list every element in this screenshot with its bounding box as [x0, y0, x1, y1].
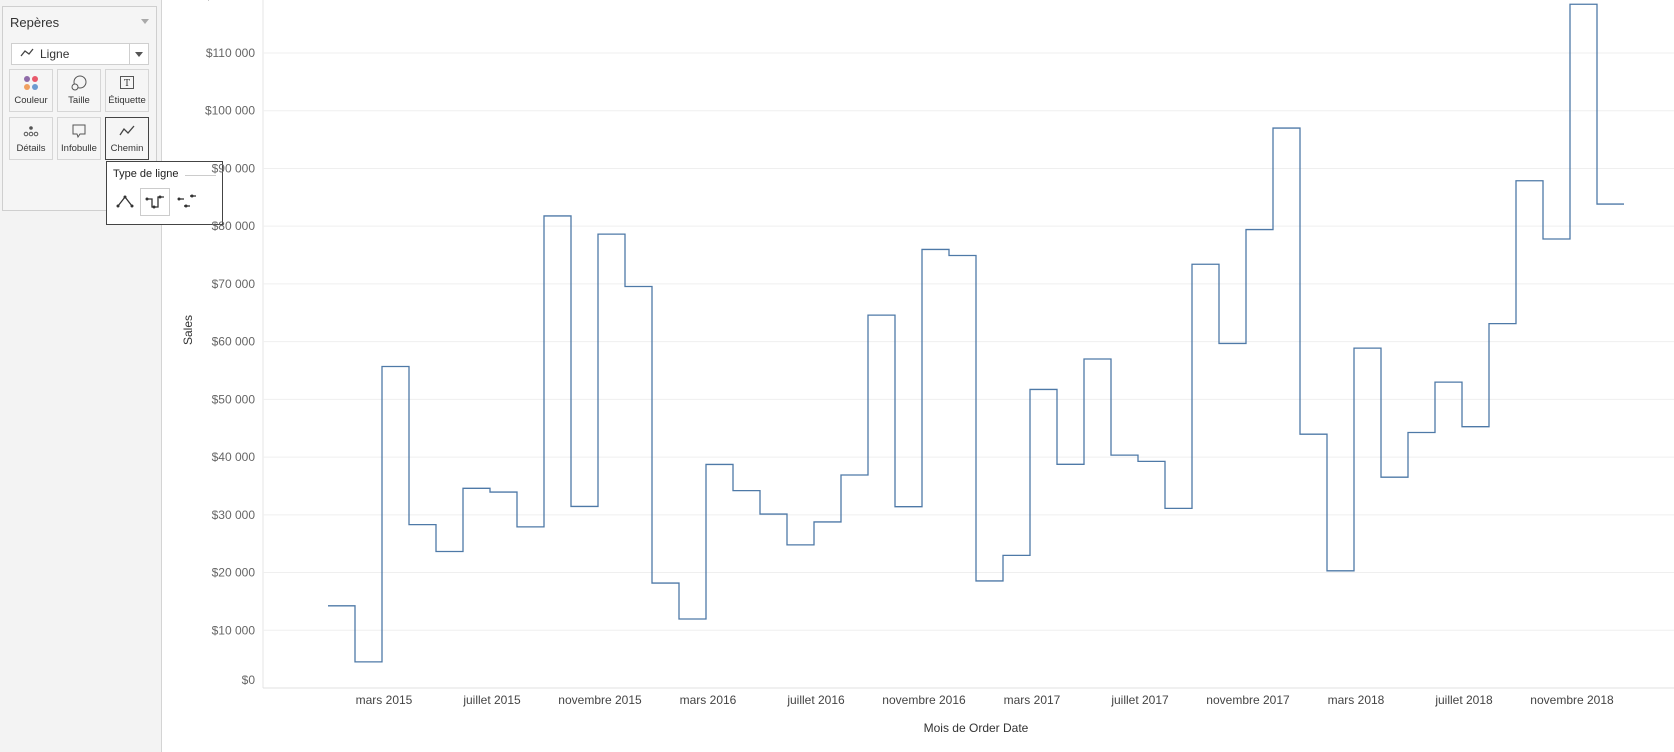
label-button[interactable]: T Étiquette: [105, 69, 149, 112]
color-button[interactable]: Couleur: [9, 69, 53, 112]
color-label: Couleur: [14, 95, 48, 106]
path-icon: [106, 123, 148, 139]
x-tick-label: novembre 2018: [1530, 693, 1614, 707]
path-label: Chemin: [110, 143, 144, 154]
detail-label: Détails: [16, 143, 46, 154]
tooltip-icon: [58, 123, 100, 139]
y-tick-label: $120 000: [205, 0, 255, 2]
y-tick-label: $60 000: [212, 335, 256, 349]
x-tick-label: juillet 2015: [462, 693, 521, 707]
marks-panel: Repères Ligne Couleur Taille T Étiquette…: [0, 0, 223, 752]
y-axis-title: Sales: [181, 315, 195, 345]
tooltip-label: Infobulle: [61, 143, 97, 154]
x-tick-label: juillet 2016: [786, 693, 845, 707]
x-tick-label: mars 2017: [1004, 693, 1061, 707]
jump-line-icon: [177, 194, 196, 208]
step-line-option[interactable]: [140, 188, 170, 216]
marks-card-title: Repères: [10, 15, 60, 30]
sales-step-chart: $0 $10 000 $20 000 $30 000 $40 000 $50 000 $60…: [181, 0, 1674, 735]
y-tick-label: $10 000: [212, 623, 256, 637]
x-tick-label: juillet 2017: [1110, 693, 1169, 707]
y-tick-label: $70 000: [212, 277, 256, 291]
y-tick-label: $30 000: [212, 508, 256, 522]
x-axis-title: Mois de Order Date: [924, 721, 1029, 735]
line-type-title: Type de ligne: [113, 168, 179, 180]
size-icon: [58, 75, 100, 91]
marks-card: Repères Ligne Couleur Taille T Étiquette…: [2, 6, 157, 211]
jump-line-option[interactable]: [173, 188, 201, 214]
tooltip-button[interactable]: Infobulle: [57, 117, 101, 160]
divider: [185, 175, 216, 176]
detail-button[interactable]: Détails: [9, 117, 53, 160]
step-line-icon: [145, 195, 164, 209]
detail-icon: [10, 123, 52, 139]
y-tick-label: $100 000: [205, 104, 255, 118]
linear-line-icon: [116, 195, 134, 208]
y-tick-label: $90 000: [212, 161, 256, 175]
y-tick-label: $50 000: [212, 392, 256, 406]
y-tick-label: $20 000: [212, 566, 256, 580]
x-tick-label: novembre 2015: [558, 693, 642, 707]
size-button[interactable]: Taille: [57, 69, 101, 112]
svg-text:T: T: [124, 79, 130, 89]
color-icon: [10, 75, 52, 91]
x-tick-label: novembre 2017: [1206, 693, 1290, 707]
label-label: Étiquette: [108, 95, 146, 106]
size-label: Taille: [68, 95, 90, 106]
label-icon: T: [106, 75, 148, 91]
y-tick-label: $40 000: [212, 450, 256, 464]
x-tick-label: mars 2018: [1328, 693, 1385, 707]
y-tick-label: $80 000: [212, 219, 256, 233]
x-tick-label: mars 2016: [680, 693, 737, 707]
line-mark-icon: [20, 48, 34, 57]
mark-type-value: Ligne: [40, 47, 70, 61]
path-button[interactable]: Chemin: [105, 117, 149, 160]
x-tick-label: novembre 2016: [882, 693, 966, 707]
sales-line: [328, 3, 1624, 663]
x-tick-label: mars 2015: [356, 693, 413, 707]
card-menu-icon[interactable]: [141, 19, 149, 24]
chevron-down-icon[interactable]: [129, 44, 148, 64]
line-type-popup: Type de ligne: [106, 161, 223, 225]
x-tick-label: juillet 2018: [1434, 693, 1493, 707]
linear-line-option[interactable]: [111, 188, 139, 214]
y-tick-label: $110 000: [206, 46, 255, 60]
y-tick-label: $0: [242, 673, 256, 687]
mark-type-dropdown[interactable]: Ligne: [11, 43, 149, 65]
